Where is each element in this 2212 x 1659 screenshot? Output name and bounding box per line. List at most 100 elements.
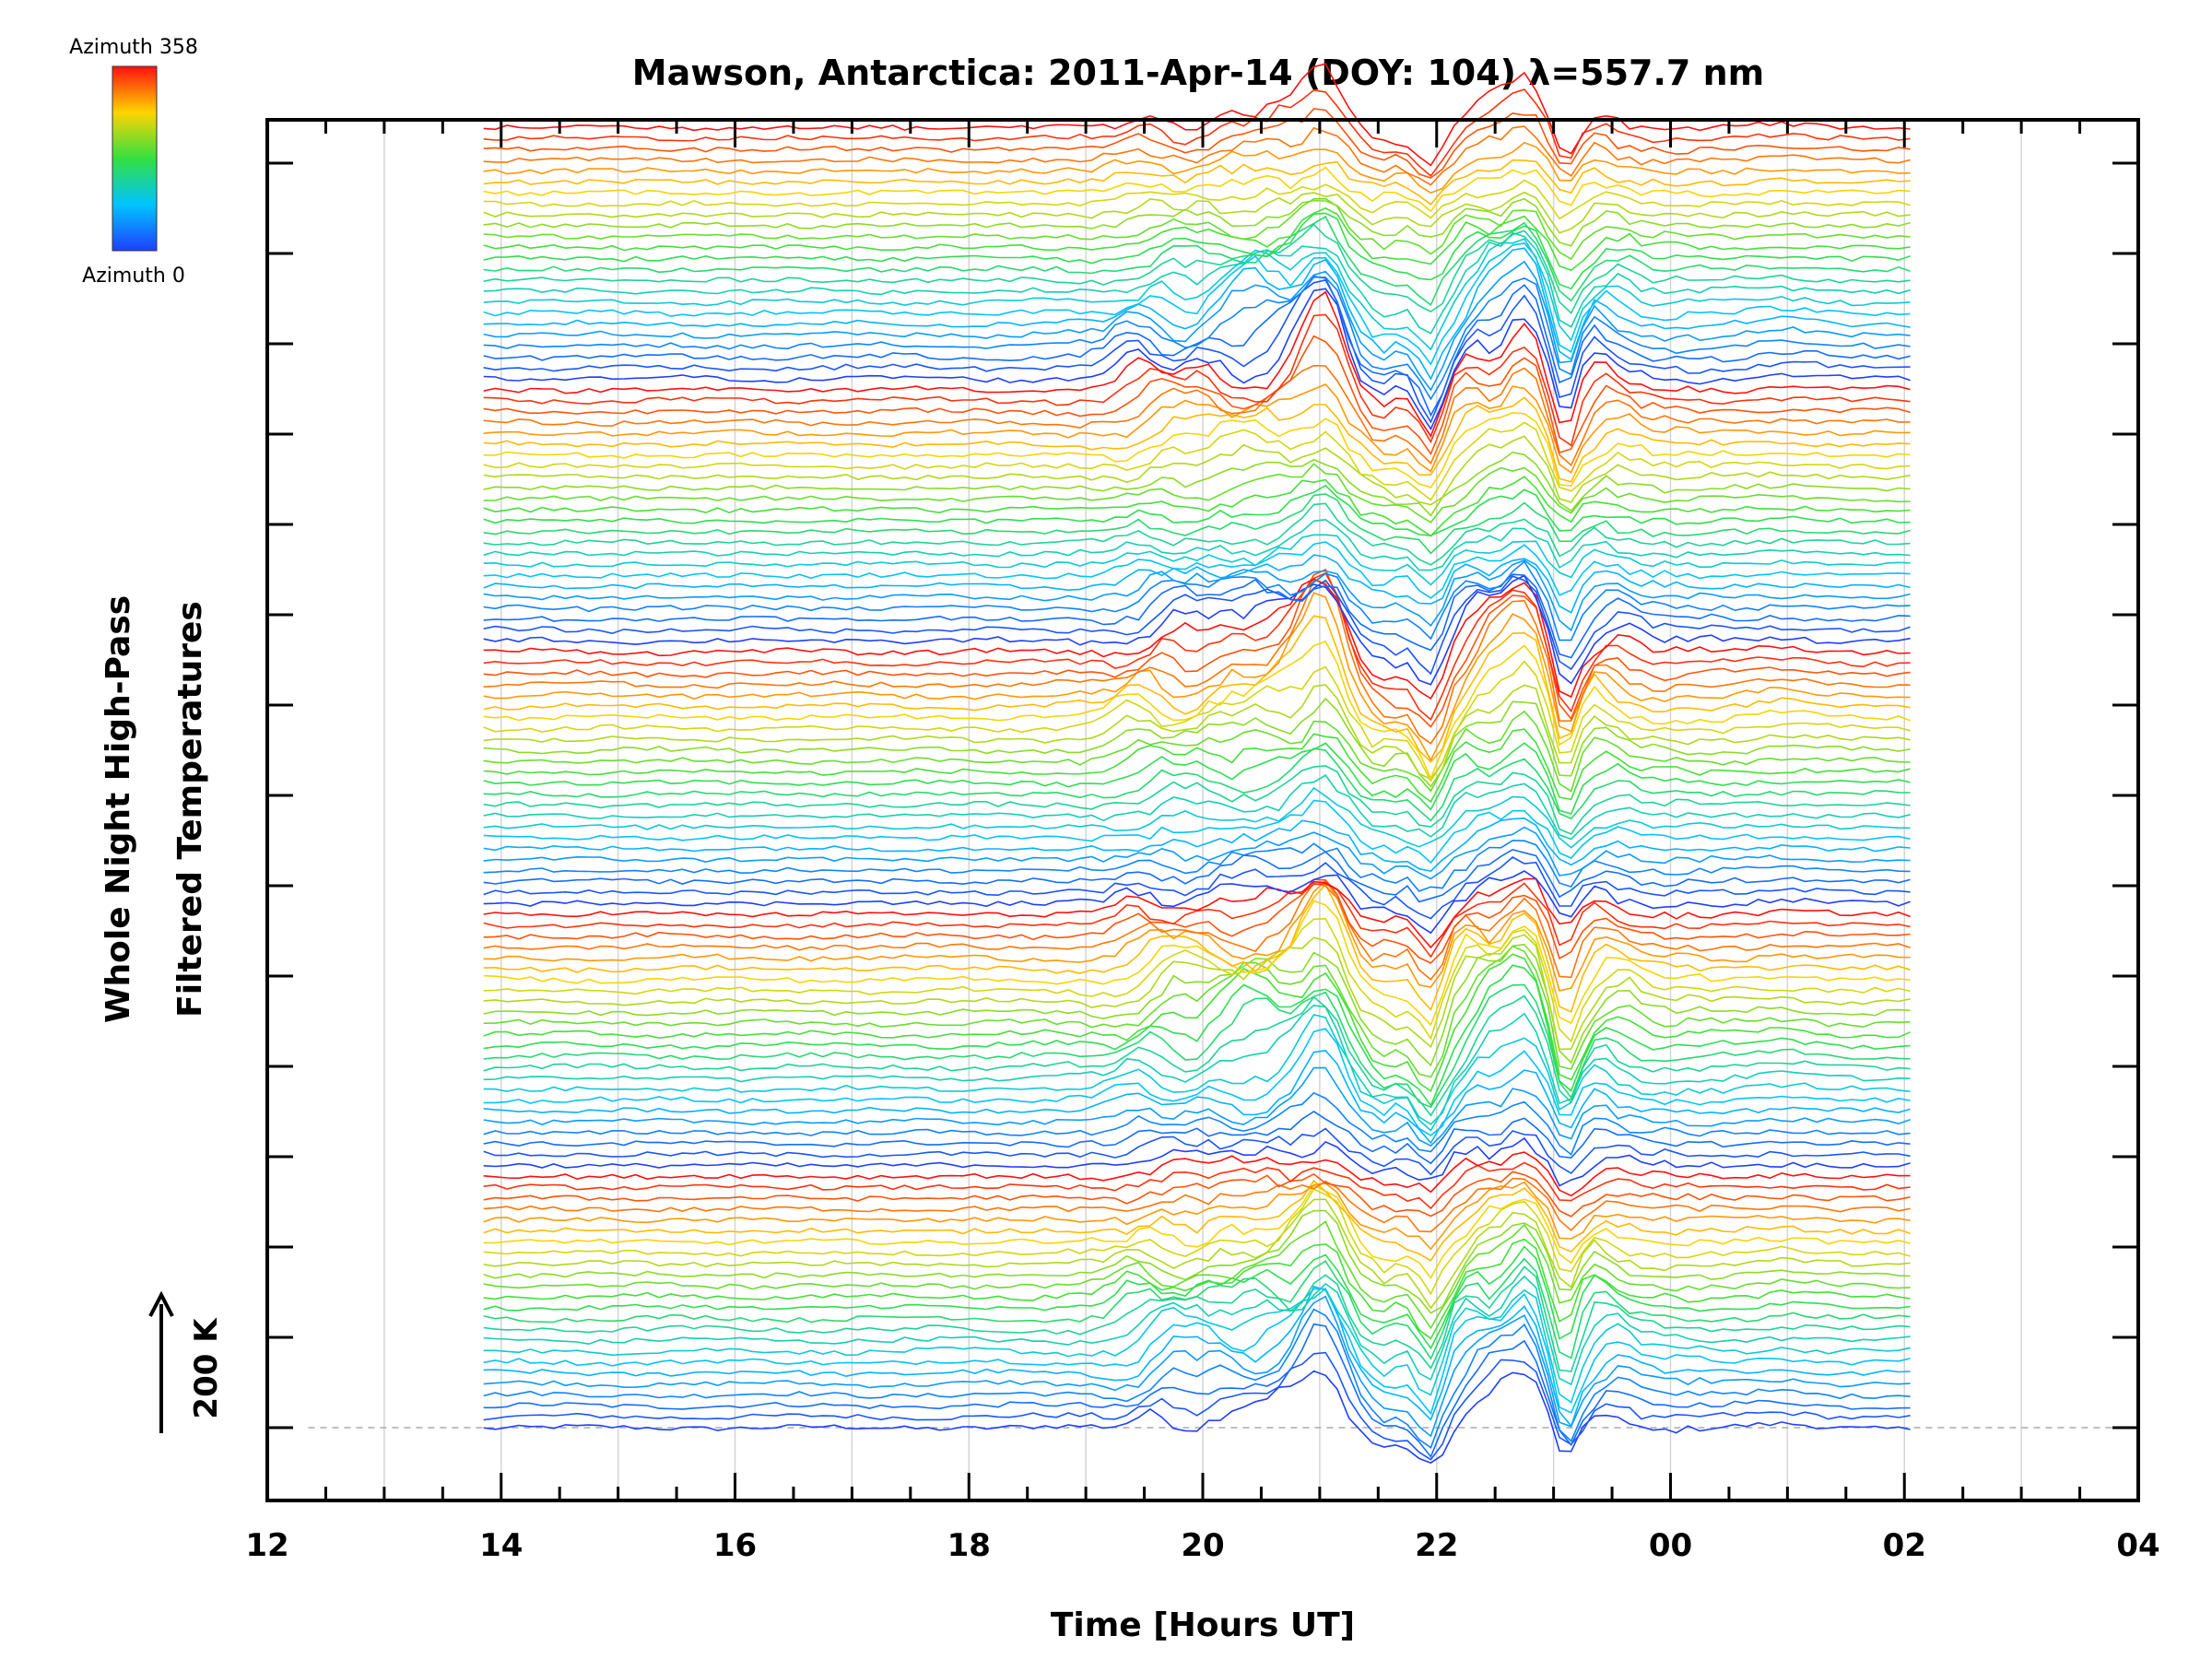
temperature-trace: [483, 238, 1911, 351]
temperature-trace: [483, 88, 1911, 177]
x-tick-label: 22: [1415, 1527, 1458, 1564]
temperature-trace: [483, 817, 1911, 872]
temperature-trace: [483, 697, 1911, 788]
temperature-trace: [483, 1285, 1911, 1428]
temperature-trace: [483, 502, 1911, 566]
temperature-trace: [483, 882, 1911, 981]
temperature-trace: [483, 313, 1911, 447]
y-axis-label-line1: Whole Night High-Pass: [100, 595, 137, 1023]
temperature-trace: [483, 560, 1911, 641]
temperature-trace: [483, 1177, 1911, 1233]
x-tick-label: 14: [479, 1527, 523, 1564]
temperature-trace: [483, 1257, 1911, 1360]
x-tick-label: 04: [2116, 1527, 2159, 1564]
temperature-trace: [483, 435, 1911, 506]
temperature-trace: [483, 231, 1911, 335]
temperature-trace: [483, 641, 1911, 781]
temperature-trace: [483, 1171, 1911, 1218]
temperature-trace: [483, 728, 1911, 804]
temperature-trace: [483, 964, 1911, 1107]
scale-bar: 200 K: [148, 1290, 225, 1433]
temperature-trace: [483, 575, 1911, 676]
temperature-trace: [483, 571, 1911, 721]
colorbar-bottom-label: Azimuth 0: [82, 265, 185, 288]
temperature-trace: [483, 534, 1911, 586]
temperature-trace: [483, 1188, 1911, 1296]
temperature-trace: [483, 568, 1911, 728]
temperature-trace: [483, 159, 1911, 206]
x-tick-label: 12: [245, 1527, 288, 1564]
temperature-trace: [483, 276, 1911, 401]
temperature-trace: [483, 463, 1911, 524]
temperature-trace: [483, 799, 1911, 865]
temperature-trace: [483, 63, 1911, 167]
temperature-trace: [483, 197, 1911, 247]
temperature-trace: [483, 108, 1911, 179]
x-tick-label: 20: [1181, 1527, 1224, 1564]
temperature-trace: [483, 364, 1911, 467]
temperature-trace: [483, 945, 1911, 1078]
temperature-trace: [483, 1028, 1911, 1136]
temperature-trace: [483, 1323, 1911, 1459]
temperature-trace: [483, 786, 1911, 849]
temperature-trace: [483, 559, 1911, 632]
temperature-trace: [483, 1220, 1911, 1330]
temperature-trace: [483, 1050, 1911, 1145]
temperature-trace: [483, 1161, 1911, 1210]
colorbar-top-label: Azimuth 358: [69, 36, 198, 59]
temperature-trace: [483, 1288, 1911, 1404]
temperature-trace: [483, 684, 1911, 781]
temperature-trace: [483, 1351, 1911, 1461]
temperature-trace: [483, 1308, 1911, 1449]
temperature-trace: [483, 493, 1911, 555]
temperature-trace: [483, 994, 1911, 1117]
temperature-trace: [483, 1091, 1911, 1156]
temperature-trace: [483, 1111, 1911, 1165]
temperature-trace: [483, 953, 1911, 1093]
temperature-trace: [483, 278, 1911, 424]
temperature-trace: [483, 421, 1911, 501]
scale-bar-label: 200 K: [188, 1317, 225, 1419]
temperature-trace: [483, 1245, 1911, 1350]
temperature-trace: [483, 335, 1911, 456]
temperature-trace: [483, 1136, 1911, 1187]
temperature-trace: [483, 554, 1911, 614]
temperature-trace: [483, 592, 1911, 762]
temperature-trace: [483, 518, 1911, 571]
temperature-trace: [483, 1066, 1911, 1147]
temperature-trace: [483, 870, 1911, 935]
temperature-trace: [483, 1238, 1911, 1340]
x-axis-label: Time [Hours UT]: [1051, 1606, 1355, 1644]
temperature-trace: [483, 573, 1911, 659]
temperature-trace: [483, 848, 1911, 903]
temperature-trace: [483, 1209, 1911, 1314]
temperature-trace: [483, 223, 1911, 315]
temperature-trace: [483, 1198, 1911, 1310]
temperature-trace: [483, 288, 1911, 431]
scale-arrow-icon: [148, 1290, 174, 1317]
temperature-trace: [483, 215, 1911, 307]
temperature-trace: [483, 451, 1911, 517]
temperature-trace: [483, 883, 1911, 1014]
temperature-trace: [483, 1013, 1911, 1132]
temperature-trace: [483, 1181, 1911, 1251]
x-tick-label: 00: [1649, 1527, 1692, 1564]
grid-lines: [383, 120, 2022, 1500]
temperature-trace: [483, 917, 1911, 1043]
temperature-trace: [483, 1275, 1911, 1386]
temperature-trace: [483, 774, 1911, 841]
temperature-trace: [483, 166, 1911, 213]
temperature-trace: [483, 878, 1911, 964]
temperature-trace: [483, 856, 1911, 920]
temperature-trace: [483, 877, 1911, 949]
temperature-trace: [483, 191, 1911, 234]
temperature-trace: [483, 1179, 1911, 1262]
temperature-trace: [483, 615, 1911, 763]
temperature-trace: [483, 197, 1911, 261]
temperature-trace: [483, 275, 1911, 418]
temperature-trace: [483, 484, 1911, 536]
temperature-trace: [483, 247, 1911, 381]
temperature-trace: [483, 826, 1911, 880]
temperature-trace: [483, 541, 1911, 599]
